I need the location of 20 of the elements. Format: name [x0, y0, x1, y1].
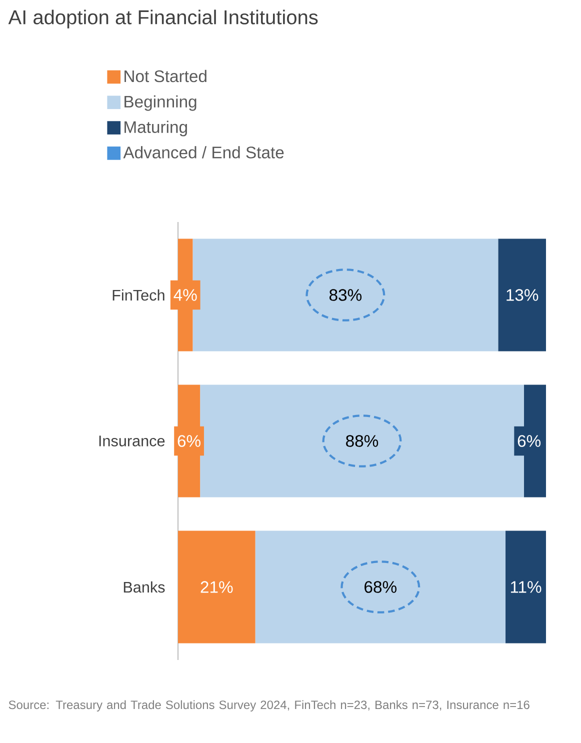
chart-title: AI adoption at Financial Institutions	[8, 10, 318, 28]
data-label: 11%	[510, 581, 542, 593]
legend-label: Advanced / End State	[123, 146, 284, 158]
legend-label: Not Started	[124, 70, 206, 82]
y-tick-label: FinTech	[112, 289, 164, 301]
y-tick-label: Banks	[124, 581, 165, 593]
data-label: 83%	[329, 289, 362, 301]
data-label: 6%	[518, 435, 541, 447]
data-label: 13%	[506, 289, 538, 301]
source-note: Source: Treasury and Trade Solutions Survey 2024, FinTech n=23, Banks n=73, Insurance n=16	[8, 700, 530, 712]
data-label: 68%	[364, 581, 396, 593]
data-label: 88%	[346, 435, 378, 447]
legend-label: Beginning	[124, 95, 196, 111]
data-label: 4%	[174, 289, 197, 301]
data-label: 6%	[178, 435, 200, 447]
y-tick-label: Insurance	[99, 436, 165, 446]
data-label: 21%	[200, 581, 233, 593]
bar	[178, 530, 256, 644]
legend-label: Maturing	[124, 120, 187, 136]
bar	[255, 530, 506, 644]
